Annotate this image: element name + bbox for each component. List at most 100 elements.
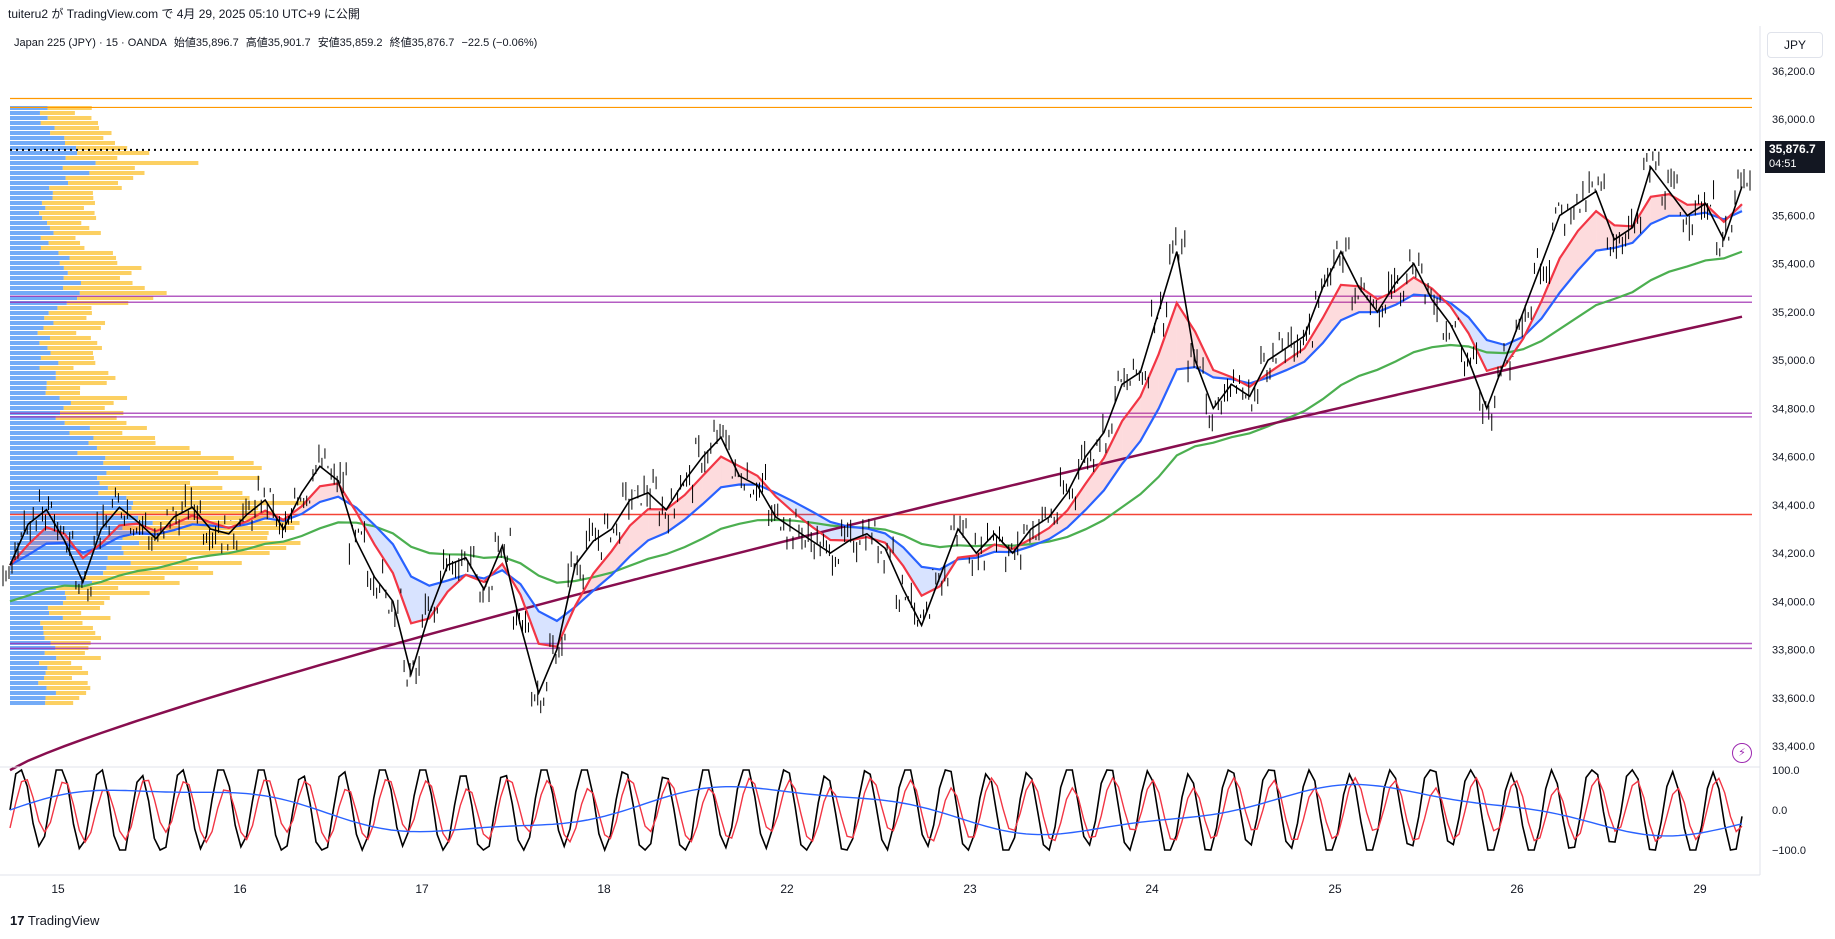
osc-tick-label: −100.0 (1772, 845, 1806, 857)
vp-bar-down (46, 686, 91, 690)
change-value: −22.5 (−0.06%) (461, 37, 538, 49)
vp-bar-down (63, 286, 145, 290)
ema-cloud-segment (1632, 196, 1651, 243)
ema-cloud-segment (793, 501, 813, 527)
vp-bar-down (44, 636, 102, 640)
ema-cloud-segment (1304, 318, 1323, 362)
vp-bar-down (68, 181, 119, 185)
vp-bar-down (58, 361, 96, 365)
ema-cloud-segment (1140, 354, 1159, 441)
vp-bar-up (10, 131, 51, 135)
vp-bar-down (42, 216, 97, 220)
ema-cloud-segment (593, 551, 612, 591)
osc-tick-label: 0.0 (1772, 805, 1787, 817)
vp-bar-up (10, 431, 70, 435)
vp-bar-up (10, 271, 68, 275)
vp-bar-down (77, 151, 150, 155)
y-tick-label: 36,200.0 (1772, 66, 1815, 78)
ema-cloud-segment (648, 509, 667, 541)
vp-bar-up (10, 376, 56, 380)
vp-bar-up (10, 311, 49, 315)
vp-bar-up (10, 351, 51, 355)
vp-bar-down (57, 306, 92, 310)
vp-bar-up (10, 596, 67, 600)
publish-info: tuiteru2 が TradingView.com で 4月 29, 2025… (8, 7, 360, 21)
tradingview-logo[interactable]: 17 TradingView (10, 913, 99, 928)
y-tick-label: 34,200.0 (1772, 548, 1815, 560)
vp-bar-up (10, 126, 55, 130)
lightning-icon[interactable]: ⚡ (1732, 743, 1752, 763)
vp-bar-down (50, 351, 93, 355)
price-line (9, 165, 1743, 696)
vp-bar-down (55, 376, 116, 380)
y-tick-label: 33,400.0 (1772, 741, 1815, 753)
vp-bar-down (47, 606, 100, 610)
vp-bar-down (37, 331, 77, 335)
y-tick-label: 34,000.0 (1772, 596, 1815, 608)
vp-bar-down (49, 226, 90, 230)
bar-countdown: 04:51 (1769, 158, 1797, 170)
vp-bar-down (63, 406, 105, 410)
vp-bar-down (47, 116, 92, 120)
ma-200-line (9, 250, 1743, 603)
vp-bar-up (10, 231, 54, 235)
osc-signal-line (9, 776, 1743, 844)
vp-bar-up (10, 196, 53, 200)
vp-bar-down (64, 591, 150, 595)
x-tick-label: 23 (963, 882, 977, 896)
vp-bar-up (10, 266, 64, 270)
ema-cloud-segment (1030, 527, 1050, 547)
vp-bar-down (107, 486, 223, 490)
vp-bar-up (10, 211, 40, 215)
y-tick-label: 35,200.0 (1772, 307, 1815, 319)
vp-bar-up (10, 531, 149, 535)
vp-bar-down (56, 656, 101, 660)
vp-bar-down (62, 601, 105, 605)
vp-bar-up (10, 611, 50, 615)
ema-cloud-segment (1158, 302, 1177, 409)
vp-bar-down (48, 241, 81, 245)
ema-cloud-segment (392, 544, 412, 624)
vp-bar-up (10, 326, 44, 330)
vp-bar-down (88, 441, 156, 445)
vp-bar-down (52, 196, 94, 200)
vp-bar-up (10, 161, 96, 165)
vp-bar-down (58, 251, 113, 255)
vp-bar-down (59, 261, 118, 265)
ema-cloud-segment (46, 527, 65, 544)
vp-bar-down (53, 231, 101, 235)
vp-bar-up (10, 356, 41, 360)
ema-cloud-segment (374, 525, 393, 574)
vp-bar-up (10, 206, 46, 210)
vp-bar-up (10, 321, 54, 325)
vp-bar-up (10, 551, 124, 555)
vp-bar-up (10, 111, 40, 115)
vp-bar-down (48, 311, 92, 315)
y-tick-label: 35,600.0 (1772, 210, 1815, 222)
vp-bar-up (10, 181, 69, 185)
vp-bar-down (89, 171, 145, 175)
vp-bar-down (55, 416, 117, 420)
vp-bar-down (49, 336, 91, 340)
ema-cloud-segment (666, 495, 685, 533)
vp-bar-up (10, 171, 90, 175)
vp-bar-down (103, 511, 275, 515)
vp-bar-down (133, 501, 307, 505)
top-bar: tuiteru2 が TradingView.com で 4月 29, 2025… (0, 0, 1835, 26)
low-value: 安値35,859.2 (317, 37, 383, 49)
currency-button[interactable]: JPY (1767, 32, 1823, 58)
vp-bar-up (10, 221, 48, 225)
vp-bar-up (10, 486, 108, 490)
vp-bar-down (40, 621, 83, 625)
vp-bar-up (10, 696, 46, 700)
vp-bar-up (10, 286, 64, 290)
vp-bar-up (10, 141, 65, 145)
y-tick-label: 34,400.0 (1772, 500, 1815, 512)
vp-bar-up (10, 576, 85, 580)
vp-bar-up (10, 516, 139, 520)
vp-bar-down (40, 236, 76, 240)
x-tick-label: 18 (597, 882, 611, 896)
vp-bar-up (10, 541, 140, 545)
vp-bar-up (10, 276, 64, 280)
